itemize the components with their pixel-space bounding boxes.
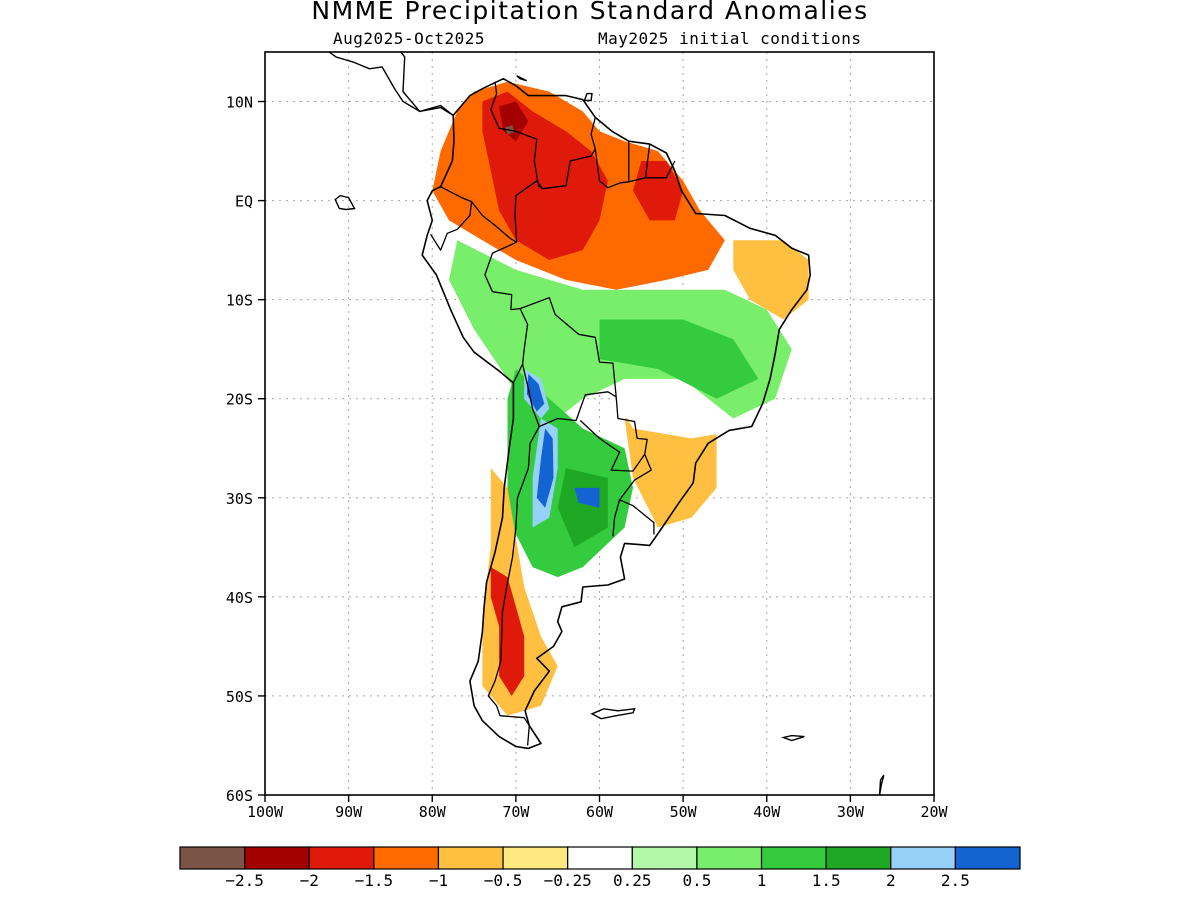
colorbar-swatch [502, 846, 569, 870]
lat-tick-label: 10N [226, 94, 253, 112]
country-border [539, 391, 617, 428]
colorbar-swatch [567, 846, 633, 870]
anomaly-region-dry-se-brazil [624, 408, 717, 528]
coastlines-borders [327, 33, 896, 795]
colorbar-label: −0.25 [544, 871, 592, 890]
country-border [430, 201, 473, 251]
lon-tick-label: 60W [586, 803, 614, 821]
island-outline [334, 194, 356, 211]
colorbar-swatch [696, 846, 763, 870]
lat-tick-label: 30S [226, 490, 253, 508]
lat-tick-label: 60S [226, 787, 253, 805]
colorbar-label: 1 [757, 871, 767, 890]
colorbar-label: −1.5 [355, 871, 394, 890]
lon-tick-label: 90W [335, 803, 363, 821]
anomaly-region-wet-blue-dark-2 [536, 428, 554, 508]
colorbar-swatch [825, 846, 892, 870]
colorbar-swatch [244, 846, 310, 870]
anomaly-region-dry-deep-core [499, 101, 529, 142]
anomaly-region-wet-blue-dark-1 [526, 374, 545, 412]
coastline [421, 77, 812, 750]
country-border [490, 81, 543, 190]
lon-tick-label: 80W [419, 803, 447, 821]
colorbar-label: 0.5 [682, 871, 711, 890]
country-border [440, 186, 518, 243]
country-border [519, 297, 617, 397]
country-border [612, 499, 621, 537]
island-outline [888, 33, 896, 40]
colorbar-label: 2 [886, 871, 896, 890]
colorbar-label: −2.5 [225, 871, 264, 890]
anomaly-region-dry-chile-core [490, 567, 525, 696]
country-border [594, 141, 630, 189]
lon-tick-label: 100W [247, 803, 284, 821]
country-border [484, 241, 521, 311]
lat-tick-label: 40S [226, 589, 253, 607]
colorbar: −2.5 −2 −1.5 −1 −0.5 −0.25 0.25 0.5 1 1.5 2 2.5 [179, 846, 1021, 890]
lat-tick-label: 20S [226, 391, 253, 409]
colorbar-swatch [954, 846, 1021, 870]
lon-tick-label: 70W [502, 803, 530, 821]
lon-tick-label: 50W [670, 803, 698, 821]
colorbar-label: −2 [300, 871, 319, 890]
country-border [487, 426, 540, 746]
colorbar-swatch [631, 846, 698, 870]
anomaly-fills [432, 81, 809, 716]
colorbar-label: 2.5 [941, 871, 970, 890]
colorbar-label: −1 [429, 871, 448, 890]
anomaly-region-wet-core-mato-grosso [599, 319, 759, 399]
colorbar-swatch [760, 846, 827, 870]
lat-tick-label: EQ [235, 193, 253, 211]
island-outline [878, 774, 885, 795]
colorbar-swatch [308, 846, 375, 870]
colorbar-swatch [890, 846, 956, 870]
central-america-coast-caribbean [399, 52, 454, 116]
country-border [645, 160, 676, 179]
colorbar-swatch [437, 846, 504, 870]
chart-title: NMME Precipitation Standard Anomalies [311, 0, 869, 25]
country-border [521, 363, 540, 427]
init-subtitle: May2025 initial conditions [598, 29, 862, 48]
anomaly-region-dry-ne-brazil [733, 240, 809, 320]
anomaly-region-wet-blue-dark-3 [574, 487, 600, 508]
colorbar-label: 0.25 [613, 871, 652, 890]
island-outline [516, 75, 528, 82]
island-outline [583, 92, 593, 102]
lat-tick-label: 50S [226, 688, 253, 706]
lon-tick-label: 30W [837, 803, 865, 821]
lat-tick-label: 10S [226, 292, 253, 310]
island-outline [590, 707, 636, 720]
country-border [542, 117, 596, 190]
country-border [512, 308, 529, 384]
colorbar-label: 1.5 [812, 871, 841, 890]
colorbar-swatch [373, 846, 440, 870]
period-subtitle: Aug2025-Oct2025 [333, 29, 485, 48]
colorbar-label: −0.5 [484, 871, 523, 890]
island-outline [781, 734, 805, 742]
colorbar-swatch [179, 846, 246, 870]
lon-tick-label: 40W [753, 803, 781, 821]
lon-tick-label: 20W [920, 803, 948, 821]
country-border [514, 180, 544, 243]
